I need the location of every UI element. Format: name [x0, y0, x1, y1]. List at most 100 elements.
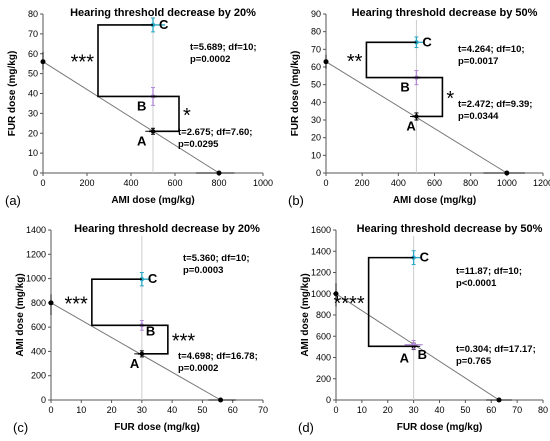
y-tick-label: 10 — [311, 150, 321, 160]
statistics-text: p=0.0002 — [190, 54, 230, 65]
statistics-text: t=11.87; df=10; — [456, 266, 522, 277]
point-label: C — [420, 250, 430, 265]
x-tick-label: 60 — [228, 405, 238, 415]
x-tick-label: 10 — [76, 405, 86, 415]
panel-label: (d) — [298, 420, 314, 435]
statistics-text: p=0.0295 — [178, 139, 219, 150]
x-tick-label: 1200 — [533, 178, 550, 188]
significance-stars: *** — [71, 52, 95, 74]
y-tick-label: 0 — [33, 168, 38, 178]
point-label: B — [400, 80, 409, 95]
x-tick-label: 70 — [258, 405, 268, 415]
point-label: A — [400, 350, 410, 365]
x-tick-label: 400 — [123, 178, 138, 188]
statistics-text: p<0.0001 — [456, 278, 497, 289]
significance-bracket — [137, 324, 169, 355]
x-tick-label: 20 — [383, 405, 393, 415]
x-tick-label: 800 — [211, 178, 226, 188]
y-tick-label: 600 — [316, 331, 331, 341]
y-tick-label: 0 — [326, 395, 331, 405]
y-tick-label: 70 — [28, 29, 38, 39]
additivity-line — [50, 302, 221, 401]
intercept-point — [504, 170, 510, 176]
y-axis-label: AMI dose (mg/kg) — [15, 273, 26, 356]
intercept-point — [40, 59, 46, 65]
significance-stars: * — [446, 88, 454, 110]
x-tick-label: 0 — [333, 405, 338, 415]
y-tick-label: 1000 — [311, 289, 331, 299]
chart-title: Hearing threshold decrease by 20% — [74, 223, 260, 235]
y-tick-label: 800 — [316, 310, 331, 320]
significance-bracket — [97, 24, 157, 98]
x-tick-label: 0 — [323, 178, 328, 188]
statistics-text: p=0.0003 — [183, 265, 223, 276]
y-tick-label: 80 — [311, 27, 321, 37]
significance-bracket — [365, 41, 421, 79]
y-tick-label: 200 — [31, 371, 46, 381]
x-tick-label: 1000 — [497, 178, 517, 188]
y-tick-label: 90 — [311, 9, 321, 19]
y-tick-label: 70 — [311, 44, 321, 54]
point-label: A — [130, 356, 140, 371]
significance-stars: *** — [172, 331, 196, 353]
y-tick-label: 400 — [316, 353, 331, 363]
statistics-text: t=4.698; df=16.78; — [178, 351, 258, 362]
significance-stars: **** — [333, 293, 364, 315]
y-tick-label: 80 — [28, 9, 38, 19]
y-tick-label: 50 — [311, 80, 321, 90]
intercept-point — [48, 300, 54, 306]
x-tick-label: 0 — [48, 405, 53, 415]
x-tick-label: 200 — [355, 178, 370, 188]
y-tick-label: 200 — [316, 374, 331, 384]
y-tick-label: 600 — [31, 322, 46, 332]
statistics-text: p=0.0002 — [178, 363, 218, 374]
y-tick-label: 1000 — [26, 274, 46, 284]
y-tick-label: 30 — [28, 108, 38, 118]
x-tick-label: 60 — [486, 405, 496, 415]
y-axis-label: AMI dose (mg/kg) — [300, 273, 311, 356]
y-tick-label: 60 — [311, 62, 321, 72]
x-tick-label: 30 — [137, 405, 147, 415]
statistics-text: t=0.304; df=17.17; — [456, 344, 536, 355]
chart-panel-4: 0 200 400 600 800 1000 1200 1400 1600 0 10 20 30 40 50… — [298, 223, 548, 435]
chart-title: Hearing threshold decrease by 20% — [70, 7, 256, 19]
statistics-text: t=4.264; df=10; — [458, 44, 525, 55]
x-tick-label: 40 — [434, 405, 444, 415]
chart-title: Hearing threshold decrease by 50% — [352, 7, 538, 19]
x-tick-label: 20 — [107, 405, 117, 415]
chart-panel-3: 0 200 400 600 800 1000 1200 1400 0 10 20 30 40 50 60 70… — [13, 223, 268, 435]
y-tick-label: 40 — [28, 89, 38, 99]
x-tick-label: 70 — [512, 405, 522, 415]
point-label: A — [137, 133, 147, 148]
x-tick-label: 600 — [427, 178, 442, 188]
point-label: C — [159, 17, 169, 32]
y-tick-label: 1400 — [311, 246, 331, 256]
y-tick-label: 400 — [31, 346, 46, 356]
y-axis-label: FUR dose (mg/kg) — [7, 51, 18, 137]
y-tick-label: 1200 — [311, 268, 331, 278]
x-axis-label: FUR dose (mg/kg) — [114, 422, 200, 433]
x-tick-label: 1000 — [253, 178, 273, 188]
statistics-text: t=2.675; df=7.60; — [178, 127, 252, 138]
intercept-point — [216, 170, 222, 176]
y-tick-label: 1200 — [26, 249, 46, 259]
y-tick-label: 30 — [311, 115, 321, 125]
statistics-text: p=0.765 — [456, 356, 492, 367]
x-tick-label: 800 — [463, 178, 478, 188]
y-tick-label: 10 — [28, 148, 38, 158]
panel-label: (a) — [5, 193, 21, 208]
point-label: B — [146, 323, 155, 338]
point-label: C — [148, 271, 158, 286]
intercept-point — [333, 291, 339, 297]
panel-label: (b) — [288, 193, 304, 208]
point-label: B — [418, 347, 427, 362]
y-tick-label: 20 — [311, 133, 321, 143]
y-tick-label: 800 — [31, 298, 46, 308]
point-label: C — [422, 34, 432, 49]
statistics-text: p=0.0017 — [458, 56, 498, 67]
x-tick-label: 0 — [40, 178, 45, 188]
significance-stars: ** — [347, 51, 363, 73]
y-tick-label: 20 — [28, 128, 38, 138]
x-tick-label: 200 — [79, 178, 94, 188]
intercept-point — [496, 397, 502, 403]
